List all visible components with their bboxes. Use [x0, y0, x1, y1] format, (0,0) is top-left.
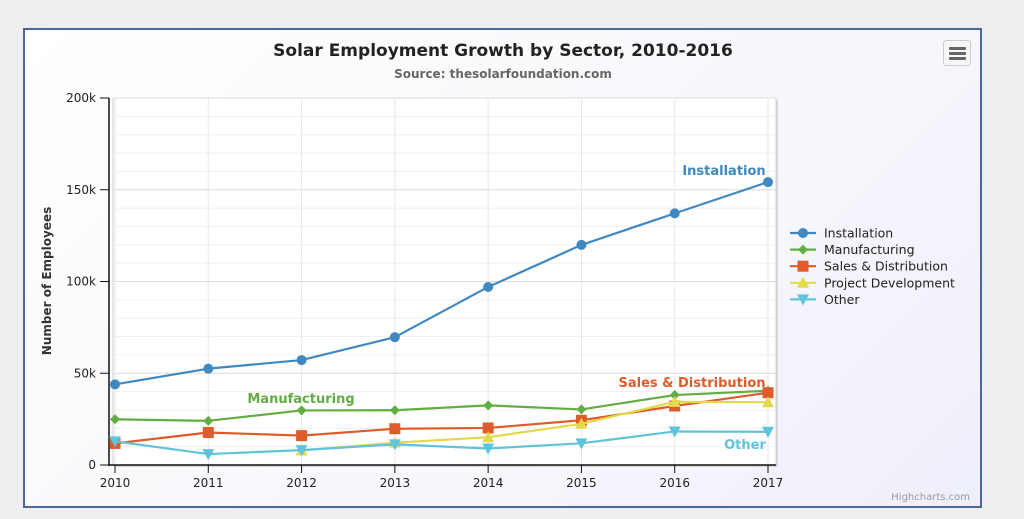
y-tick-label: 0	[88, 458, 96, 472]
series-line	[114, 181, 769, 386]
x-tick-label: 2011	[193, 476, 224, 490]
x-tick-label: 2014	[473, 476, 504, 490]
legend-symbol-marker	[797, 276, 809, 288]
credits-link[interactable]: Highcharts.com	[891, 492, 970, 503]
x-tick-label: 2012	[286, 476, 317, 490]
legend-label: Installation	[824, 226, 893, 241]
y-tick-label: 50k	[74, 366, 96, 380]
data-point	[762, 396, 774, 408]
x-tick-label: 2015	[566, 476, 597, 490]
data-point	[202, 426, 214, 438]
data-point	[296, 405, 307, 416]
chart-subtitle: Source: thesolarfoundation.com	[394, 67, 612, 81]
data-point	[575, 417, 588, 429]
series-annotation: Installation	[682, 164, 765, 179]
series-annotation: Other	[724, 438, 766, 453]
data-point	[109, 436, 121, 448]
legend-item[interactable]: Other	[790, 292, 860, 307]
legend-item[interactable]: Installation	[790, 226, 893, 241]
legend-item[interactable]: Sales & Distribution	[790, 259, 948, 274]
data-point	[576, 404, 587, 415]
data-point	[482, 431, 495, 443]
data-point	[482, 422, 494, 434]
series-annotation: Sales & Distribution	[618, 376, 765, 391]
series-group	[109, 177, 774, 461]
axes: 0 50k 100k 150k 200k 2010 2011 2012 2013 2014 2015…	[66, 91, 783, 490]
y-tick-label: 100k	[66, 275, 96, 289]
legend-symbol-marker	[798, 244, 808, 255]
data-point	[110, 414, 120, 425]
x-tick-label: 2010	[100, 476, 131, 490]
data-point	[296, 430, 308, 442]
data-point	[296, 355, 307, 366]
data-point	[203, 363, 214, 374]
context-menu-button[interactable]	[943, 40, 971, 66]
data-point	[389, 423, 401, 435]
data-point	[668, 395, 681, 407]
data-point	[110, 379, 120, 390]
data-point	[389, 332, 400, 343]
legend-item[interactable]: Project Development	[790, 275, 955, 290]
data-point	[668, 426, 681, 438]
data-point	[669, 208, 680, 219]
legend-symbol-marker	[798, 228, 808, 238]
data-point	[763, 177, 773, 188]
data-point	[483, 281, 494, 292]
data-point	[762, 387, 774, 399]
y-tick-label: 200k	[66, 91, 96, 105]
x-tick-label: 2013	[380, 476, 411, 490]
legend-symbol-marker	[797, 294, 809, 306]
annotations: Installation Manufacturing Sales & Distrib…	[247, 164, 766, 453]
legend-label: Manufacturing	[824, 242, 915, 257]
x-tick-label: 2016	[659, 476, 690, 490]
series-other	[109, 426, 774, 461]
legend-symbol-marker	[797, 260, 809, 272]
chart-title: Solar Employment Growth by Sector, 2010-…	[273, 41, 733, 61]
legend-item[interactable]: Manufacturing	[790, 242, 915, 257]
series-annotation: Manufacturing	[247, 392, 354, 407]
series-installation	[110, 177, 773, 390]
data-point	[669, 390, 680, 401]
data-point	[483, 400, 494, 411]
data-point	[388, 439, 401, 451]
y-tick-label: 150k	[66, 183, 96, 197]
data-point	[202, 449, 215, 461]
data-point	[575, 438, 588, 450]
series-line	[114, 391, 769, 445]
y-axis-title: Number of Employees	[40, 207, 54, 355]
series-line	[301, 400, 769, 452]
series-line	[114, 389, 769, 422]
data-point	[762, 426, 774, 438]
data-point	[576, 239, 587, 250]
data-point	[482, 443, 495, 455]
data-point	[295, 445, 308, 457]
series-line	[114, 430, 769, 456]
data-point	[389, 405, 400, 416]
x-tick-label: 2017	[753, 476, 784, 490]
legend-label: Sales & Distribution	[824, 259, 948, 274]
data-point	[203, 415, 214, 426]
legend-label: Project Development	[824, 275, 955, 290]
legend-label: Other	[824, 292, 860, 307]
